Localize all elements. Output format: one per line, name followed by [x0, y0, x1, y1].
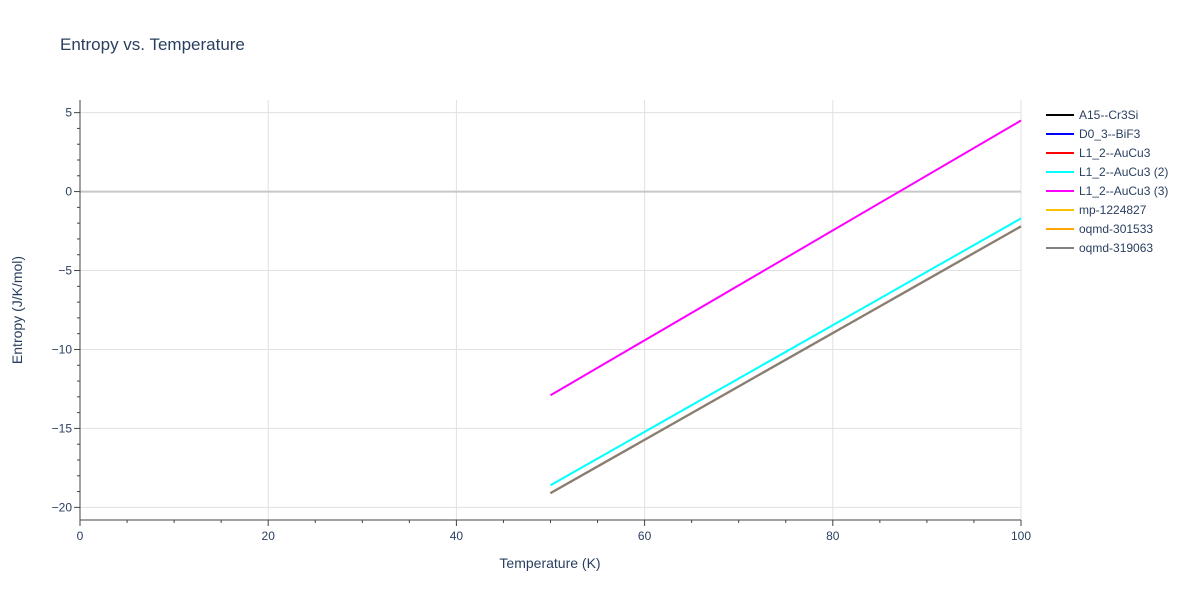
legend-item[interactable]: oqmd-319063: [1046, 241, 1153, 255]
legend-item[interactable]: mp-1224827: [1046, 203, 1147, 217]
legend-label: A15--Cr3Si: [1079, 108, 1138, 122]
y-tick-label: −15: [52, 421, 73, 435]
y-tick-label: −10: [52, 342, 73, 356]
x-tick-label: 20: [262, 529, 276, 543]
legend-label: L1_2--AuCu3: [1079, 146, 1151, 160]
legend[interactable]: A15--Cr3Si D0_3--BiF3 L1_2--AuCu3 L1_2--AuC…: [1046, 108, 1168, 255]
chart-title: Entropy vs. Temperature: [60, 35, 245, 54]
x-tick-label: 0: [77, 529, 84, 543]
x-tick-label: 40: [450, 529, 464, 543]
legend-item[interactable]: A15--Cr3Si: [1046, 108, 1138, 122]
x-tick-label: 100: [1011, 529, 1031, 543]
legend-label: oqmd-301533: [1079, 222, 1153, 236]
y-tick-label: −20: [52, 500, 73, 514]
y-tick-label: 5: [65, 106, 72, 120]
legend-label: mp-1224827: [1079, 203, 1147, 217]
x-axis-title: Temperature (K): [499, 555, 600, 571]
series-line-7[interactable]: [550, 225, 1022, 495]
legend-label: L1_2--AuCu3 (3): [1079, 184, 1168, 198]
grid-layer: [80, 100, 1022, 520]
legend-label: oqmd-319063: [1079, 241, 1153, 255]
y-tick-label: −5: [58, 264, 72, 278]
series-line-3[interactable]: [550, 217, 1022, 487]
legend-label: D0_3--BiF3: [1079, 127, 1141, 141]
x-tick-label: 80: [826, 529, 840, 543]
legend-item[interactable]: L1_2--AuCu3: [1046, 146, 1151, 160]
x-tick-label: 60: [638, 529, 652, 543]
y-tick-label: 0: [65, 185, 72, 199]
axis-layer: 0 20 40 60 80 100 5 0 −5 −10 −15 −20: [52, 100, 1031, 543]
legend-label: L1_2--AuCu3 (2): [1079, 165, 1168, 179]
legend-item[interactable]: oqmd-301533: [1046, 222, 1153, 236]
legend-item[interactable]: L1_2--AuCu3 (2): [1046, 165, 1168, 179]
y-axis-title: Entropy (J/K/mol): [9, 256, 25, 364]
legend-item[interactable]: D0_3--BiF3: [1046, 127, 1141, 141]
series-line-4[interactable]: [549, 119, 1022, 397]
legend-item[interactable]: L1_2--AuCu3 (3): [1046, 184, 1168, 198]
series-layer: [549, 119, 1022, 495]
